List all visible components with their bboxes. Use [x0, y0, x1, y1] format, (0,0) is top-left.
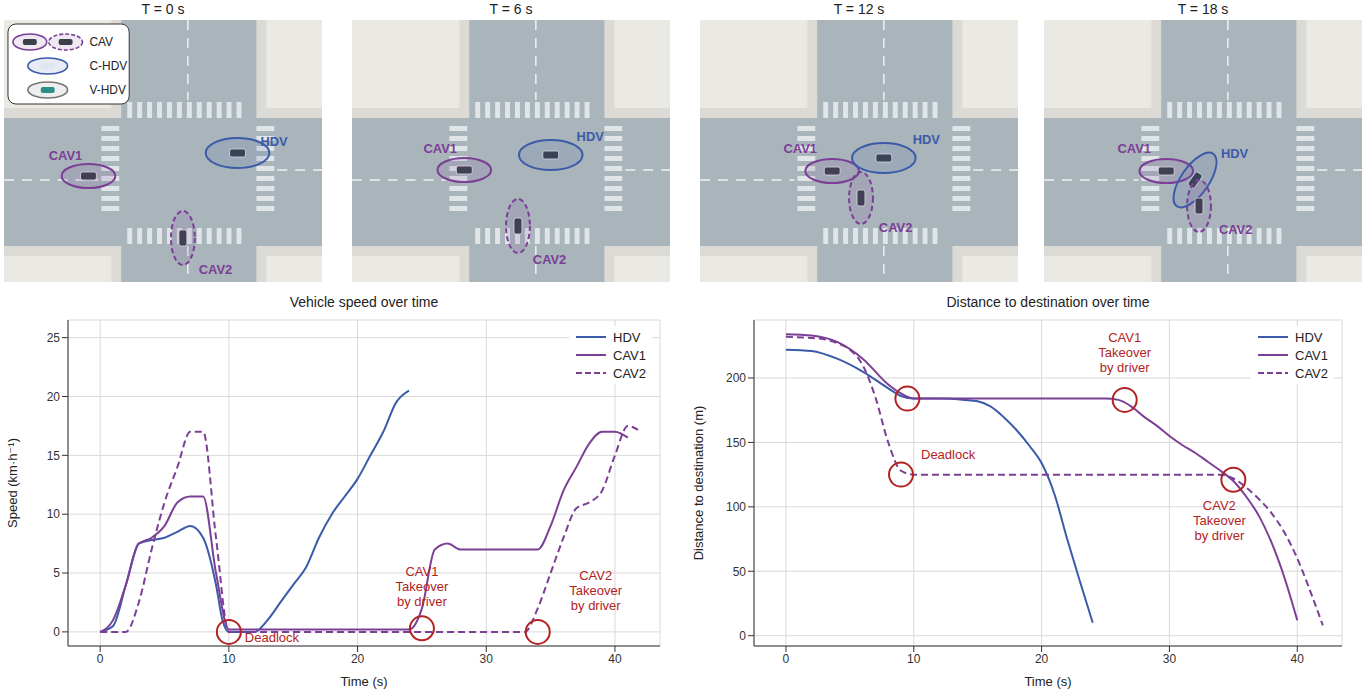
html-text:Distance to destination over t: Distance to destination over time	[946, 294, 1150, 310]
svg-text:20: 20	[351, 652, 365, 666]
svg-text:100: 100	[726, 500, 746, 514]
svg-text:40: 40	[1291, 652, 1305, 666]
svg-text:CAV2Takeoverby driver: CAV2Takeoverby driver	[1193, 498, 1246, 543]
svg-text:30: 30	[1163, 652, 1177, 666]
svg-text:0: 0	[53, 625, 60, 639]
html-text:HDV: HDV	[613, 329, 641, 345]
svg-text:CAV2: CAV2	[533, 252, 566, 267]
svg-text:30: 30	[480, 652, 494, 666]
svg-text:10: 10	[47, 507, 61, 521]
html-text:Vehicle speed over time: Vehicle speed over time	[289, 294, 439, 310]
html-text:CAV2: CAV2	[613, 365, 646, 381]
svg-text:10: 10	[222, 652, 236, 666]
svg-text:CAV1Takeoverby driver: CAV1Takeoverby driver	[396, 564, 449, 609]
html-text:T = 18 s: T = 18 s	[1177, 1, 1229, 17]
svg-text:0: 0	[783, 652, 790, 666]
svg-text:Time (s): Time (s)	[340, 674, 387, 689]
svg-text:C-HDV: C-HDV	[89, 59, 127, 73]
svg-text:150: 150	[726, 436, 746, 450]
svg-text:Deadlock: Deadlock	[921, 447, 976, 462]
svg-text:5: 5	[53, 566, 60, 580]
svg-text:HDV: HDV	[260, 134, 288, 149]
html-text:T = 12 s: T = 12 s	[833, 1, 885, 17]
svg-text:HDV: HDV	[1221, 146, 1249, 161]
svg-text:CAV1: CAV1	[424, 141, 457, 156]
svg-text:Deadlock: Deadlock	[245, 630, 300, 645]
svg-text:CAV2: CAV2	[879, 220, 912, 235]
html-text:T = 6 s: T = 6 s	[489, 1, 533, 17]
svg-text:HDV: HDV	[577, 129, 605, 144]
svg-text:15: 15	[47, 449, 61, 463]
svg-text:V-HDV: V-HDV	[89, 83, 125, 97]
svg-text:CAV: CAV	[89, 35, 113, 49]
svg-text:Distance to destination (m): Distance to destination (m)	[691, 406, 706, 561]
svg-text:0: 0	[97, 652, 104, 666]
html-text:CAV1: CAV1	[613, 347, 646, 363]
html-text:T = 0 s: T = 0 s	[141, 1, 185, 17]
svg-text:Time (s): Time (s)	[1024, 674, 1071, 689]
html-text:CAV2: CAV2	[1295, 365, 1328, 381]
svg-text:40: 40	[608, 652, 622, 666]
svg-text:CAV1Takeoverby driver: CAV1Takeoverby driver	[1098, 330, 1151, 375]
svg-text:50: 50	[733, 565, 747, 579]
svg-text:HDV: HDV	[913, 132, 941, 147]
svg-text:20: 20	[47, 390, 61, 404]
svg-text:0: 0	[739, 629, 746, 643]
svg-text:200: 200	[726, 371, 746, 385]
svg-text:25: 25	[47, 331, 61, 345]
html-text:HDV: HDV	[1295, 329, 1323, 345]
svg-text:10: 10	[907, 652, 921, 666]
svg-text:20: 20	[1035, 652, 1049, 666]
svg-text:CAV2Takeoverby driver: CAV2Takeoverby driver	[569, 568, 622, 613]
svg-text:CAV2: CAV2	[199, 262, 232, 277]
svg-text:CAV1: CAV1	[783, 141, 816, 156]
svg-text:CAV2: CAV2	[1219, 222, 1252, 237]
svg-text:Speed (km·h⁻¹): Speed (km·h⁻¹)	[5, 438, 20, 528]
svg-text:CAV1: CAV1	[49, 148, 82, 163]
html-text:CAV1: CAV1	[1295, 347, 1328, 363]
svg-text:CAV1: CAV1	[1118, 141, 1151, 156]
